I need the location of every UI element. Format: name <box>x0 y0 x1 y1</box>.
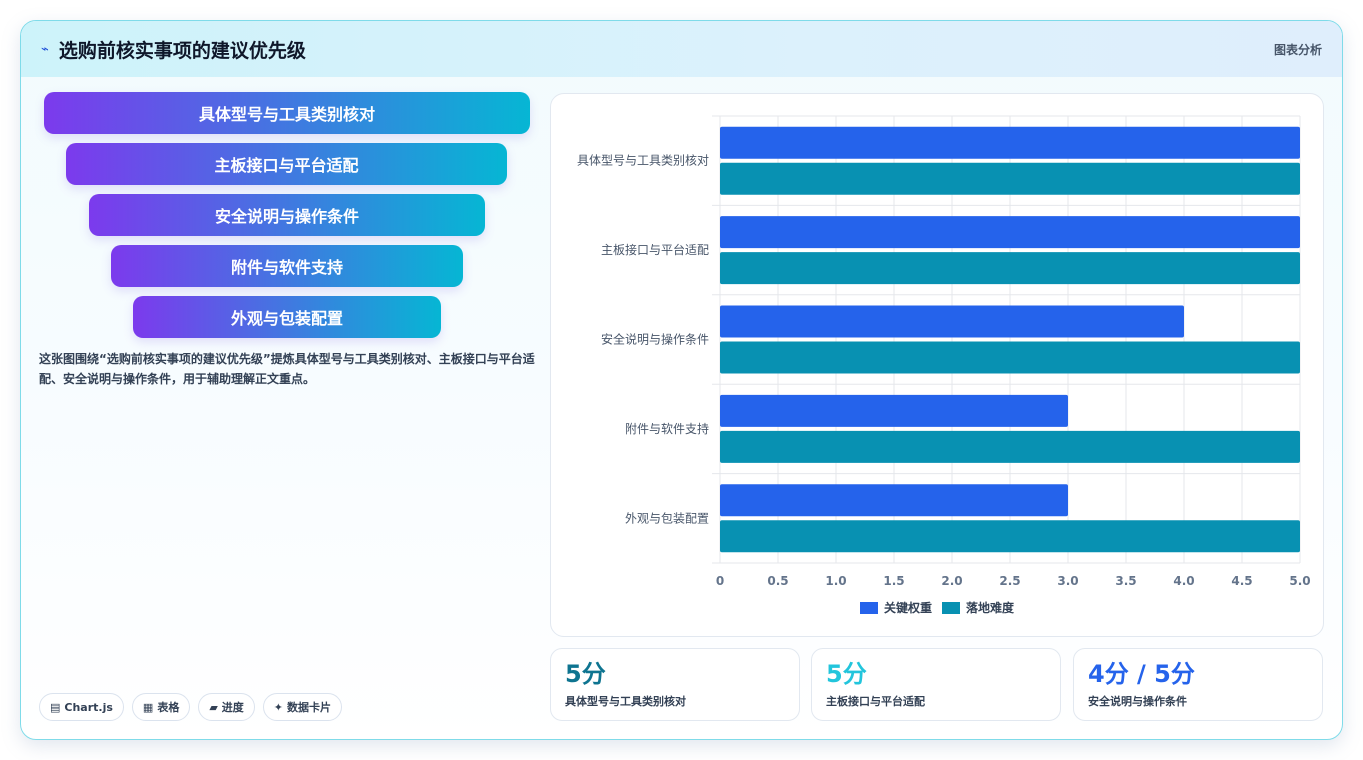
bar <box>720 126 1300 159</box>
funnel-item: 附件与软件支持 <box>111 245 463 287</box>
progress-icon: ▰ <box>209 700 218 714</box>
y-tick-label: 具体型号与工具类别核对 <box>577 154 709 168</box>
chart-panel: 0 0.5 1.0 1.5 2.0 2.5 3.0 3.5 4.0 4.5 5.0 具体型号与工具类别… <box>550 93 1324 637</box>
chip-label: Chart.js <box>64 700 113 714</box>
stat-label: 安全说明与操作条件 <box>1088 695 1187 708</box>
funnel-item: 安全说明与操作条件 <box>89 194 485 236</box>
x-tick-label: 4.0 <box>1173 574 1194 588</box>
x-tick-label: 2.5 <box>999 574 1020 588</box>
bar <box>720 252 1300 285</box>
header-tag: 图表分析 <box>1273 43 1322 57</box>
feature-chips: ▤ Chart.js ▦ 表格 ▰ 进度 ✦ 数据卡片 <box>39 693 343 721</box>
bar <box>720 484 1068 517</box>
stat-card: 5分 具体型号与工具类别核对 <box>550 648 800 721</box>
x-tick-label: 0 <box>716 574 724 588</box>
y-tick-label: 主板接口与平台适配 <box>601 242 709 257</box>
x-tick-label: 2.0 <box>941 574 962 588</box>
funnel-item: 外观与包装配置 <box>133 296 441 338</box>
bar <box>720 430 1300 463</box>
x-tick-label: 1.5 <box>883 574 904 588</box>
table-icon: ▦ <box>142 700 154 714</box>
x-tick-label: 5.0 <box>1289 574 1310 588</box>
sparkle-icon: ✦ <box>273 700 284 714</box>
x-tick-label: 0.5 <box>767 574 788 588</box>
legend-label: 关键权重 <box>884 600 932 615</box>
chip-table[interactable]: ▦ 表格 <box>131 693 191 721</box>
stat-label: 主板接口与平台适配 <box>826 695 925 708</box>
main-card: ⌁ 选购前核实事项的建议优先级 图表分析 具体型号与工具类别核对 主板接口与平台… <box>20 20 1343 740</box>
legend-swatch <box>860 602 878 614</box>
stat-card: 4分 / 5分 安全说明与操作条件 <box>1073 648 1323 721</box>
bar <box>720 162 1300 195</box>
bar <box>720 520 1300 553</box>
funnel-item-label: 外观与包装配置 <box>230 309 343 328</box>
bar <box>720 305 1184 338</box>
x-tick-label: 3.5 <box>1115 574 1136 588</box>
y-tick-label: 附件与软件支持 <box>625 421 709 436</box>
funnel-item: 具体型号与工具类别核对 <box>44 92 530 134</box>
funnel-item-label: 附件与软件支持 <box>230 258 343 277</box>
chip-label: 表格 <box>157 701 180 714</box>
chip-data-card[interactable]: ✦ 数据卡片 <box>262 693 343 721</box>
x-tick-label: 4.5 <box>1231 574 1252 588</box>
pulse-icon: ⌁ <box>41 41 49 57</box>
chip-chartjs[interactable]: ▤ Chart.js <box>39 693 124 721</box>
stat-card: 5分 主板接口与平台适配 <box>811 648 1061 721</box>
chip-progress[interactable]: ▰ 进度 <box>198 693 255 721</box>
x-tick-label: 3.0 <box>1057 574 1078 588</box>
legend-label: 落地难度 <box>966 600 1015 615</box>
stat-value: 4分 / 5分 <box>1088 660 1195 688</box>
page-title: 选购前核实事项的建议优先级 <box>58 39 306 62</box>
bar <box>720 216 1300 249</box>
y-tick-label: 外观与包装配置 <box>625 511 709 525</box>
funnel-item-label: 主板接口与平台适配 <box>214 156 359 175</box>
y-tick-label: 安全说明与操作条件 <box>601 332 709 347</box>
bar-chart: 0 0.5 1.0 1.5 2.0 2.5 3.0 3.5 4.0 4.5 5.0 具体型号与工具类别… <box>577 115 1311 615</box>
stat-value: 5分 <box>565 660 606 688</box>
stat-value: 5分 <box>826 660 867 688</box>
legend-swatch <box>942 602 960 614</box>
funnel-item: 主板接口与平台适配 <box>66 143 507 185</box>
funnel-item-label: 安全说明与操作条件 <box>214 207 359 226</box>
stat-label: 具体型号与工具类别核对 <box>565 695 686 708</box>
bar <box>720 341 1300 374</box>
chip-label: 进度 <box>221 701 244 714</box>
header-bar: ⌁ 选购前核实事项的建议优先级 图表分析 <box>21 21 1342 77</box>
chart-description: 这张图围绕“选购前核实事项的建议优先级”提炼具体型号与工具类别核对、主板接口与平… <box>39 352 535 386</box>
x-tick-label: 1.0 <box>825 574 846 588</box>
chip-label: 数据卡片 <box>287 701 332 714</box>
chart-icon: ▤ <box>50 700 61 714</box>
bar <box>720 394 1068 427</box>
funnel-item-label: 具体型号与工具类别核对 <box>198 105 375 124</box>
